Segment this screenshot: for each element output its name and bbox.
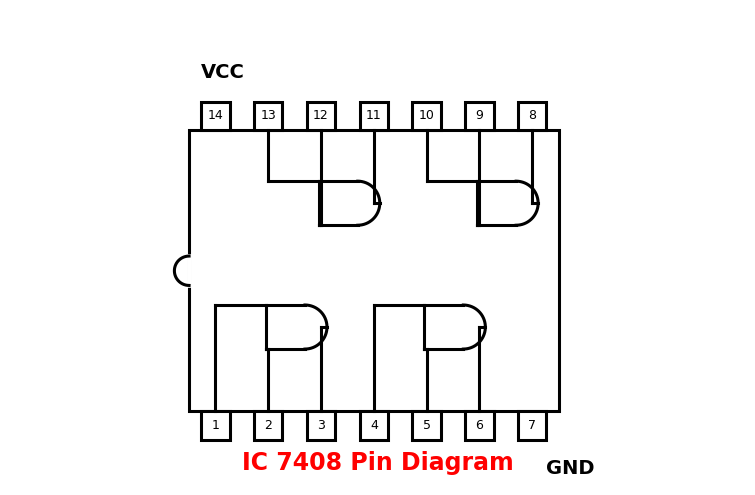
Text: 7: 7 — [528, 419, 536, 432]
Bar — [254, 101, 282, 130]
Text: 10: 10 — [419, 109, 435, 122]
Bar — [518, 411, 547, 440]
Bar — [202, 411, 230, 440]
Bar — [359, 101, 388, 130]
Bar — [254, 411, 282, 440]
Bar — [307, 411, 335, 440]
Text: 9: 9 — [476, 109, 483, 122]
Text: IC 7408 Pin Diagram: IC 7408 Pin Diagram — [242, 451, 513, 475]
Text: VCC: VCC — [202, 63, 245, 82]
Text: 3: 3 — [317, 419, 325, 432]
Text: 5: 5 — [423, 419, 430, 432]
Text: 4: 4 — [370, 419, 378, 432]
Text: 1: 1 — [211, 419, 220, 432]
Bar — [359, 411, 388, 440]
Bar — [202, 101, 230, 130]
Bar — [412, 101, 441, 130]
Bar — [465, 101, 494, 130]
Bar — [518, 101, 547, 130]
Text: 2: 2 — [264, 419, 273, 432]
Text: 11: 11 — [366, 109, 382, 122]
Bar — [412, 411, 441, 440]
Bar — [307, 101, 335, 130]
Text: 6: 6 — [476, 419, 483, 432]
Bar — [465, 411, 494, 440]
Text: GND: GND — [547, 459, 595, 479]
Text: 12: 12 — [313, 109, 329, 122]
Bar — [189, 130, 559, 411]
Text: 14: 14 — [208, 109, 223, 122]
Text: 13: 13 — [260, 109, 276, 122]
Text: 8: 8 — [528, 109, 536, 122]
